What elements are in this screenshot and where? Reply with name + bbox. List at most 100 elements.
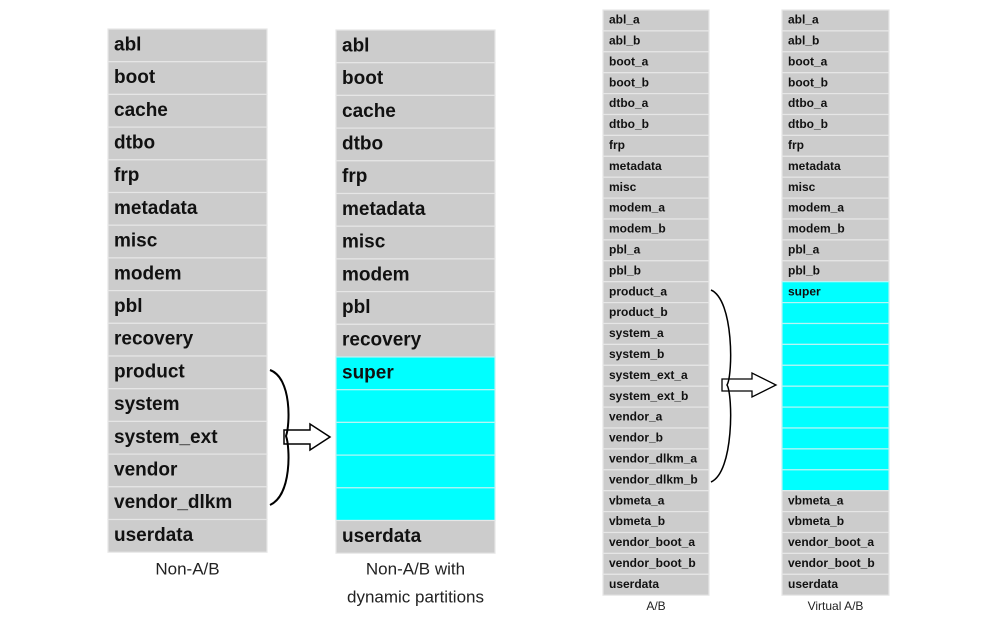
partition-label: system_a: [609, 326, 664, 340]
partition-label: vendor_b: [609, 431, 663, 445]
partition-label: system: [114, 394, 180, 415]
super-slot: [781, 469, 890, 492]
partition-label: vendor_boot_b: [609, 556, 696, 570]
partition-label: userdata: [788, 577, 838, 591]
partition-label: metadata: [114, 198, 198, 219]
partition-label: pbl_a: [609, 243, 641, 257]
partition-cell: [107, 191, 268, 226]
partition-label: userdata: [609, 577, 659, 591]
partition-cell: [335, 94, 496, 129]
partition-label: modem_a: [788, 201, 844, 215]
partition-label: dtbo_b: [609, 117, 649, 131]
partition-cell: [107, 388, 268, 423]
partition-label: vbmeta_b: [788, 514, 844, 528]
partition-label: pbl: [342, 297, 371, 318]
partition-label: pbl: [114, 296, 143, 317]
partition-label: boot_a: [788, 54, 828, 68]
partition-label: boot_b: [788, 75, 828, 89]
partition-label: dtbo: [342, 133, 383, 154]
partition-cell: [335, 127, 496, 162]
partition-label: vbmeta_a: [788, 493, 844, 507]
partition-label: system_b: [609, 347, 664, 361]
partition-cell: [335, 192, 496, 227]
partition-cell: [335, 519, 496, 554]
brace: [269, 369, 290, 506]
brace: [710, 289, 732, 483]
partition-label: misc: [788, 180, 816, 194]
partition-cell: [335, 258, 496, 293]
partition-label: cache: [342, 101, 396, 122]
partition-label: metadata: [788, 159, 841, 173]
partition-label: system_ext_b: [609, 389, 688, 403]
partition-cell: [107, 126, 268, 161]
partition-label: pbl_b: [609, 263, 641, 277]
partition-label: vendor_boot_a: [788, 535, 874, 549]
partition-label: modem_b: [609, 222, 666, 236]
partition-label: dtbo_a: [788, 96, 828, 110]
super-slot: [781, 302, 890, 325]
partition-cell: [107, 290, 268, 324]
partition-label: cache: [114, 100, 168, 121]
partition-label: dtbo: [114, 132, 155, 153]
partition-label: vendor_dlkm_b: [609, 472, 698, 486]
partition-label: recovery: [114, 329, 194, 350]
partition-label: frp: [788, 138, 804, 152]
super-slot: [335, 356, 496, 391]
partition-cell: [107, 518, 268, 553]
partition-cell: [335, 225, 496, 260]
caption: A/B: [646, 599, 665, 613]
super-slot: [335, 487, 496, 522]
partition-label: modem: [342, 264, 410, 285]
partition-label: abl_b: [609, 34, 640, 48]
partition-cell: [107, 355, 268, 390]
partition-label: vendor_dlkm_a: [609, 452, 697, 466]
partition-label: product: [114, 361, 185, 382]
connectors: [269, 289, 778, 506]
partition-label: vendor_boot_a: [609, 535, 695, 549]
super-slot: [781, 343, 890, 366]
super-slot: [335, 421, 496, 456]
partition-label: abl_a: [609, 13, 640, 27]
partition-cell: [107, 159, 268, 194]
partition-cell: [335, 291, 496, 325]
partition-label: pbl_b: [788, 263, 820, 277]
caption: Non-A/B: [155, 559, 219, 578]
partition-cell: [107, 28, 268, 63]
partition-cell: [781, 573, 890, 596]
partition-cell: [335, 29, 496, 64]
partition-label: super: [788, 284, 821, 298]
partition-label: vbmeta_a: [609, 493, 665, 507]
caption: dynamic partitions: [347, 587, 484, 606]
partition-label: system_ext: [114, 427, 218, 448]
partition-cell: [107, 453, 268, 488]
partition-label: boot_a: [609, 54, 649, 68]
partition-label: pbl_a: [788, 243, 820, 257]
partition-cell: [107, 257, 268, 292]
partition-label: recovery: [342, 330, 422, 351]
partition-label: modem_b: [788, 222, 845, 236]
super-slot: [781, 427, 890, 450]
super-slot: [781, 385, 890, 408]
partition-cell: [335, 323, 496, 358]
partition-label: misc: [342, 232, 386, 253]
partition-label: super: [342, 362, 394, 383]
partition-label: frp: [342, 166, 367, 187]
partition-label: boot_b: [609, 75, 649, 89]
partition-cell: [107, 486, 268, 521]
partition-label: misc: [609, 180, 637, 194]
caption: Non-A/B with: [366, 559, 465, 578]
partition-label: vbmeta_b: [609, 514, 665, 528]
partition-label: abl_b: [788, 34, 819, 48]
partition-label: vendor: [114, 459, 178, 480]
super-slot: [781, 448, 890, 471]
partition-cell: [107, 322, 268, 357]
partition-cell: [602, 573, 710, 596]
super-slot: [335, 389, 496, 424]
partition-label: metadata: [342, 199, 426, 220]
caption: Virtual A/B: [808, 599, 864, 613]
partition-label: product_a: [609, 284, 667, 298]
partition-cell: [107, 93, 268, 128]
arrow: [283, 422, 332, 452]
partition-label: userdata: [114, 525, 194, 546]
